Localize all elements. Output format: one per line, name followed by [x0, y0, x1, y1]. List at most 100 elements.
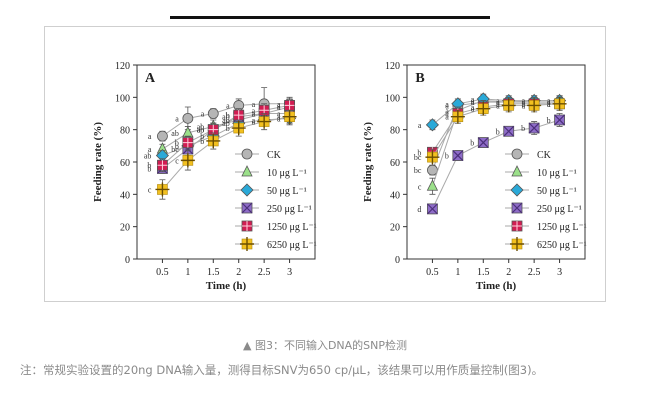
- y-tick-label: 120: [115, 61, 130, 72]
- y-tick-label: 0: [125, 255, 130, 266]
- data-point-cross: [427, 203, 438, 215]
- x-tick-label: 2: [236, 267, 241, 278]
- data-point-cross: [206, 133, 221, 148]
- y-tick-label: 100: [385, 93, 400, 104]
- significance-letter: a: [445, 110, 449, 119]
- x-tick-label: 2.5: [528, 267, 541, 278]
- significance-letter: a: [547, 100, 551, 109]
- legend-label: 250 μg L⁻¹: [267, 204, 312, 215]
- significance-letter: b: [547, 116, 551, 125]
- legend-label: 10 μg L⁻¹: [537, 168, 577, 179]
- data-point: [157, 130, 168, 142]
- series-6250: [425, 96, 567, 166]
- significance-letter: b: [521, 124, 525, 133]
- significance-letter: a: [496, 101, 500, 110]
- data-point-cross: [282, 109, 297, 124]
- y-tick-label: 20: [120, 223, 130, 234]
- significance-letter: d: [417, 205, 421, 214]
- x-axis-title: Time (h): [206, 280, 247, 292]
- y-tick-label: 100: [115, 93, 130, 104]
- legend-marker-cross: [510, 237, 524, 251]
- significance-letter: ab: [222, 113, 230, 122]
- significance-letter: a: [445, 106, 449, 115]
- significance-letter: a: [277, 113, 281, 122]
- data-point: [182, 112, 194, 124]
- data-point-cross: [233, 110, 244, 121]
- y-tick-label: 80: [120, 126, 130, 137]
- legend-marker-cross: [512, 221, 522, 231]
- data-point-cross: [527, 98, 542, 113]
- significance-letter: b: [147, 161, 151, 170]
- legend-marker: [511, 148, 523, 160]
- significance-letter: b: [200, 137, 204, 146]
- data-point-cross: [477, 137, 489, 149]
- data-point-cross: [231, 121, 246, 136]
- significance-letter: a: [252, 110, 256, 119]
- data-point-cross: [554, 114, 565, 126]
- significance-letter: a: [201, 110, 205, 119]
- significance-letter: a: [547, 97, 551, 106]
- y-axis-title: Feeding rate (%): [92, 122, 104, 202]
- data-point-cross: [450, 109, 465, 124]
- significance-letter: a: [471, 97, 475, 106]
- x-tick-label: 2: [506, 267, 511, 278]
- panel-label: A: [145, 71, 156, 86]
- significance-letter: a: [496, 97, 500, 106]
- series-1250: [157, 98, 295, 173]
- x-tick-label: 1.5: [207, 267, 220, 278]
- x-tick-label: 0.5: [156, 267, 169, 278]
- figure-caption: ▲ 图3：不同输入DNA的SNP检测: [242, 339, 408, 352]
- significance-letter: b: [175, 142, 179, 151]
- data-point-cross: [182, 137, 193, 148]
- legend-label: 1250 μg L⁻¹: [267, 222, 317, 233]
- legend-label: 250 μg L⁻¹: [537, 204, 582, 215]
- legend-marker-cross: [241, 202, 253, 214]
- significance-letter: c: [175, 156, 179, 165]
- significance-letter: ab: [144, 152, 152, 161]
- data-point: [426, 179, 439, 191]
- legend-label: 6250 μg L⁻¹: [537, 240, 587, 251]
- y-tick-label: 40: [120, 190, 130, 201]
- y-tick-label: 120: [385, 61, 400, 72]
- data-point-cross: [257, 114, 272, 129]
- significance-letter: a: [277, 110, 281, 119]
- y-tick-label: 60: [390, 158, 400, 169]
- significance-letter: a: [547, 97, 551, 106]
- figure-frame: 0 20 40 60 80 100 120 0.5 1 1.5 2 2.5 3 Time (h) Feedi…: [44, 26, 606, 302]
- legend-label: CK: [537, 150, 552, 161]
- significance-letter: a: [148, 132, 152, 141]
- x-axis-title: Time (h): [476, 280, 517, 292]
- data-point-cross: [476, 101, 491, 116]
- legend-marker: [241, 165, 253, 177]
- significance-letter: a: [547, 100, 551, 109]
- significance-letter: a: [471, 98, 475, 107]
- significance-letter: a: [522, 101, 526, 110]
- significance-letter: a: [522, 98, 526, 107]
- legend-marker-cross: [240, 237, 254, 251]
- y-tick-label: 40: [390, 190, 400, 201]
- data-point: [427, 164, 438, 176]
- significance-letter: a: [277, 100, 281, 109]
- y-tick-label: 20: [390, 223, 400, 234]
- y-axis-title: Feeding rate (%): [362, 122, 374, 202]
- significance-letter: a: [445, 113, 449, 122]
- panel-label: B: [415, 71, 424, 86]
- x-tick-label: 0.5: [426, 267, 439, 278]
- panel-a: 0 20 40 60 80 100 120 0.5 1 1.5 2 2.5 3 Time (h) Feedi…: [92, 61, 317, 292]
- significance-letter: b: [200, 132, 204, 141]
- significance-letter: b: [417, 148, 421, 157]
- significance-letter: a: [471, 105, 475, 114]
- legend-marker: [511, 165, 523, 177]
- significance-letter: a: [252, 118, 256, 127]
- significance-letter: bc: [414, 166, 422, 175]
- significance-letter: a: [148, 145, 152, 154]
- y-tick-label: 60: [120, 158, 130, 169]
- significance-letter: a: [252, 116, 256, 125]
- x-tick-label: 3: [287, 267, 292, 278]
- x-tick-label: 1.5: [477, 267, 490, 278]
- legend-marker: [241, 148, 253, 160]
- data-point-cross: [452, 150, 464, 161]
- legend-marker: [510, 183, 524, 197]
- top-decorative-bar: [170, 16, 490, 19]
